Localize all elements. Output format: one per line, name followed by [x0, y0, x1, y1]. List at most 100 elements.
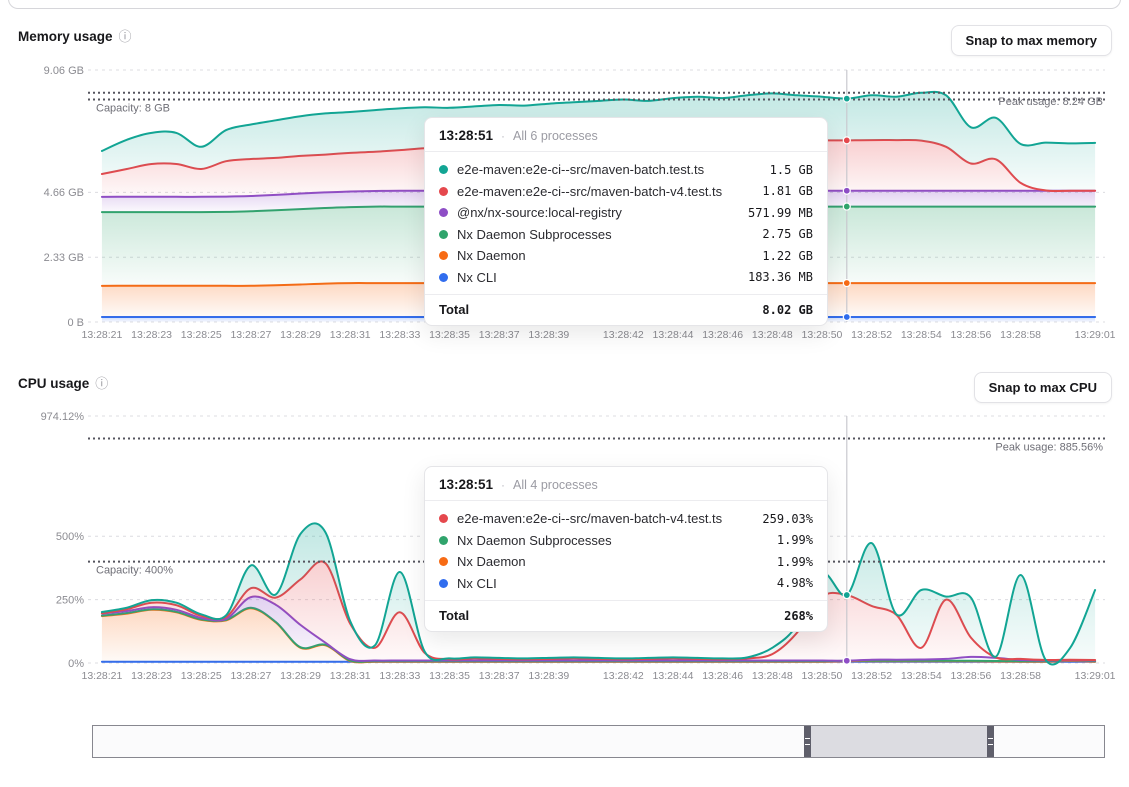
- series-color-dot: [439, 557, 448, 567]
- brush-grip-icon: [987, 738, 993, 745]
- tooltip-time: 13:28:51: [439, 477, 494, 492]
- x-axis-tick-label: 13:28:58: [1000, 670, 1041, 682]
- x-axis-tick-label: 13:28:50: [802, 329, 843, 341]
- process-value: 2.75 GB: [762, 227, 813, 242]
- tooltip-divider: [425, 500, 827, 501]
- tooltip-header: 13:28:51 · All 4 processes: [425, 467, 827, 500]
- y-axis-tick-label: 9.06 GB: [44, 65, 84, 77]
- series-color-dot: [439, 186, 448, 196]
- tooltip-divider: [425, 294, 827, 295]
- tooltip-separator: ·: [501, 128, 506, 143]
- memory-tooltip: 13:28:51 · All 6 processes e2e-maven:e2e…: [424, 117, 828, 326]
- x-axis-tick-label: 13:28:56: [950, 329, 991, 341]
- y-axis-tick-label: 2.33 GB: [44, 252, 84, 264]
- tooltip-row: e2e-maven:e2e-ci--src/maven-batch-v4.tes…: [439, 508, 813, 530]
- tooltip-header: 13:28:51 · All 6 processes: [425, 118, 827, 151]
- peak-line-label: Peak usage: 885.56%: [995, 441, 1103, 453]
- series-color-dot: [439, 578, 448, 588]
- series-area-purple: [101, 596, 1096, 662]
- info-icon[interactable]: ⓘ: [118, 29, 132, 44]
- x-axis-tick-label: 13:28:42: [603, 670, 644, 682]
- process-name: Nx Daemon Subprocesses: [457, 532, 612, 548]
- tooltip-divider: [425, 600, 827, 601]
- x-axis-tick-label: 13:28:29: [280, 670, 321, 682]
- x-axis-tick-label: 13:29:01: [1075, 329, 1116, 341]
- hover-point-purple: [842, 656, 851, 665]
- tooltip-subtitle: All 4 processes: [513, 477, 598, 492]
- tooltip-total-value: 268%: [784, 608, 813, 623]
- process-value: 1.99%: [776, 554, 813, 569]
- process-value: 183.36 MB: [747, 270, 813, 285]
- x-axis-tick-label: 13:28:39: [528, 670, 569, 682]
- x-axis-tick-label: 13:28:31: [330, 670, 371, 682]
- x-axis-tick-label: 13:28:46: [702, 670, 743, 682]
- process-name: Nx Daemon Subprocesses: [457, 226, 612, 242]
- brush-left-handle[interactable]: [803, 726, 811, 757]
- cpu-usage-chart[interactable]: 974.12% 500% 250% 0%13:28:21 13:28:23 13:28:2…: [0, 405, 1129, 695]
- process-value: 1.81 GB: [762, 184, 813, 199]
- tooltip-total-row: Total 8.02 GB: [425, 295, 827, 325]
- hover-point-blue: [842, 312, 851, 322]
- peak-line-label: Peak usage: 8.24 GB: [998, 96, 1103, 108]
- x-axis-tick-label: 13:28:44: [653, 670, 694, 682]
- process-name: e2e-maven:e2e-ci--src/maven-batch.test.t…: [457, 162, 705, 178]
- info-icon[interactable]: ⓘ: [95, 376, 109, 391]
- series-color-dot: [439, 251, 448, 261]
- hover-point-red: [842, 136, 851, 145]
- capacity-line-label: Capacity: 8 GB: [96, 102, 170, 114]
- x-axis-tick-label: 13:28:29: [280, 329, 321, 341]
- series-color-dot: [439, 229, 448, 239]
- snap-to-max-cpu-button[interactable]: Snap to max CPU: [973, 372, 1112, 403]
- series-color-dot: [439, 208, 448, 218]
- process-name: e2e-maven:e2e-ci--src/maven-batch-v4.tes…: [457, 511, 723, 527]
- process-name: Nx CLI: [457, 269, 497, 285]
- x-axis-tick-label: 13:28:35: [429, 670, 470, 682]
- process-name: Nx CLI: [457, 575, 497, 591]
- x-axis-tick-label: 13:28:37: [479, 329, 520, 341]
- x-axis-tick-label: 13:28:33: [379, 670, 420, 682]
- timeline-brush-track[interactable]: [92, 725, 1105, 758]
- memory-section-header: Memory usage ⓘ: [18, 29, 132, 44]
- process-value: 571.99 MB: [747, 205, 813, 220]
- y-axis-tick-label: 250%: [56, 594, 84, 606]
- x-axis-tick-label: 13:28:52: [851, 329, 892, 341]
- y-axis-tick-label: 974.12%: [41, 411, 85, 423]
- series-color-dot: [439, 165, 448, 175]
- tooltip-row: Nx CLI 4.98%: [439, 573, 813, 595]
- x-axis-tick-label: 13:28:25: [181, 670, 222, 682]
- series-color-dot: [439, 272, 448, 282]
- tooltip-subtitle: All 6 processes: [513, 128, 598, 143]
- x-axis-tick-label: 13:28:21: [81, 329, 122, 341]
- tooltip-row: Nx Daemon Subprocesses 2.75 GB: [439, 224, 813, 246]
- tooltip-rows: e2e-maven:e2e-ci--src/maven-batch.test.t…: [425, 152, 827, 294]
- hover-point-orange: [842, 278, 851, 288]
- tooltip-row: Nx Daemon Subprocesses 1.99%: [439, 530, 813, 552]
- x-axis-tick-label: 13:28:33: [379, 329, 420, 341]
- x-axis-tick-label: 13:28:48: [752, 329, 793, 341]
- cpu-section-header: CPU usage ⓘ: [18, 376, 108, 391]
- timeline-brush-selection[interactable]: [803, 726, 994, 757]
- x-axis-tick-label: 13:28:52: [851, 670, 892, 682]
- tooltip-row: e2e-maven:e2e-ci--src/maven-batch.test.t…: [439, 159, 813, 181]
- tooltip-rows: e2e-maven:e2e-ci--src/maven-batch-v4.tes…: [425, 501, 827, 600]
- brush-right-handle[interactable]: [986, 726, 994, 757]
- hover-point-green: [842, 202, 851, 211]
- tooltip-total-label: Total: [439, 302, 470, 317]
- snap-to-max-memory-button[interactable]: Snap to max memory: [950, 25, 1112, 56]
- cpu-usage-title: CPU usage: [18, 376, 90, 391]
- process-name: Nx Daemon: [457, 554, 526, 570]
- y-axis-tick-label: 4.66 GB: [44, 187, 84, 199]
- x-axis-tick-label: 13:28:35: [429, 329, 470, 341]
- tooltip-divider: [425, 151, 827, 152]
- x-axis-tick-label: 13:28:31: [330, 329, 371, 341]
- tooltip-separator: ·: [501, 477, 506, 492]
- cpu-tooltip: 13:28:51 · All 4 processes e2e-maven:e2e…: [424, 466, 828, 632]
- hover-point-teal: [842, 94, 851, 103]
- hover-point-purple: [842, 186, 851, 195]
- x-axis-tick-label: 13:28:54: [901, 329, 942, 341]
- tooltip-row: Nx CLI 183.36 MB: [439, 267, 813, 289]
- x-axis-tick-label: 13:28:44: [653, 329, 694, 341]
- x-axis-tick-label: 13:28:27: [230, 329, 271, 341]
- x-axis-tick-label: 13:28:25: [181, 329, 222, 341]
